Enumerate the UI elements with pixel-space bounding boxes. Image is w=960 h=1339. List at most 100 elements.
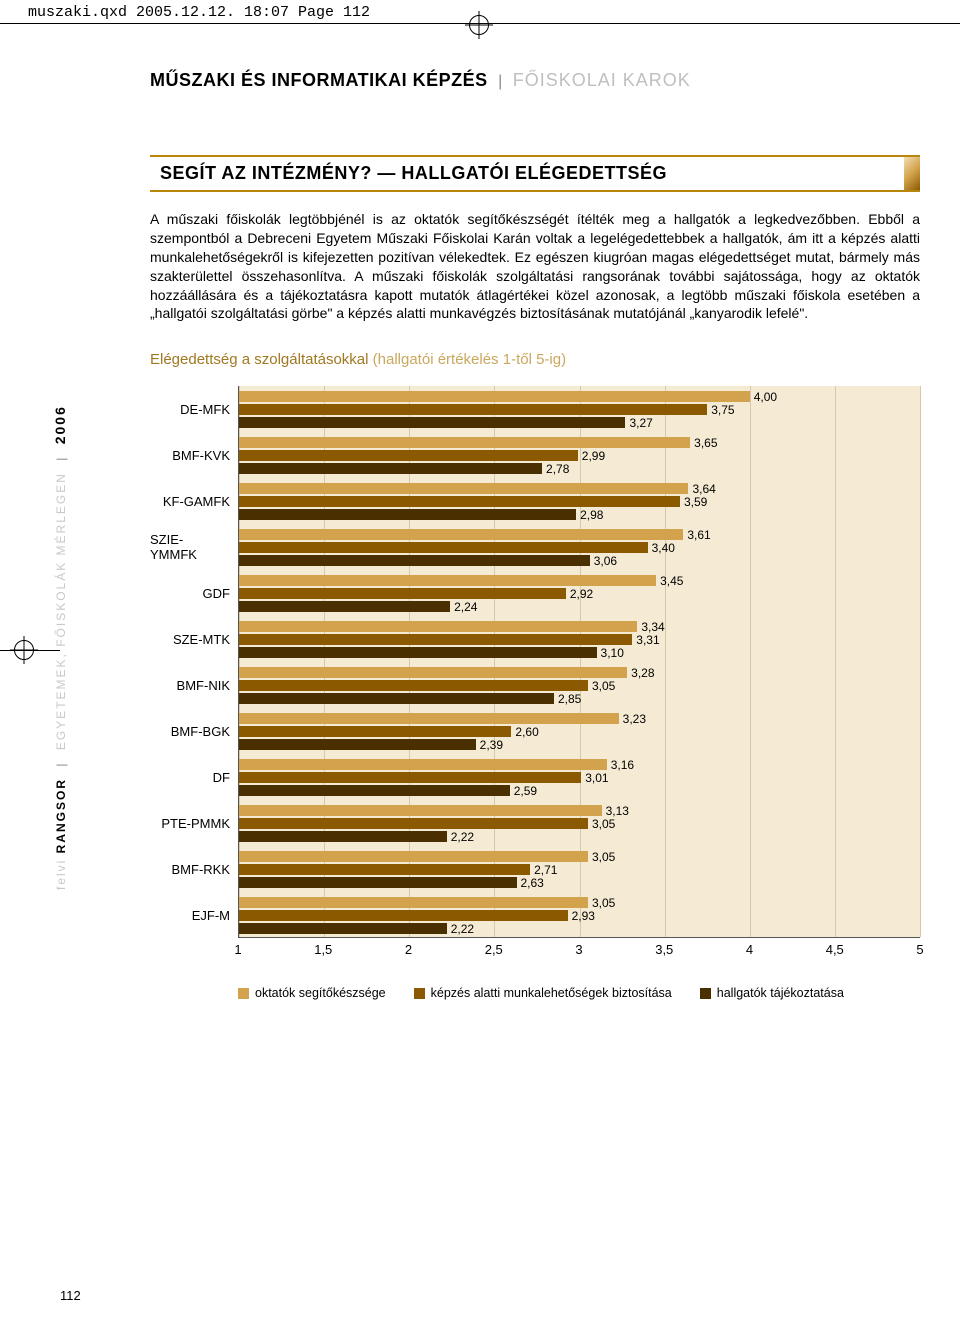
bar-value-label: 2,98 xyxy=(580,508,603,522)
x-tick-label: 4,5 xyxy=(826,942,844,957)
y-label: BMF-RKK xyxy=(150,846,238,892)
separator: | xyxy=(498,73,502,90)
x-tick-label: 1,5 xyxy=(314,942,332,957)
sidebar-vertical: felvi RANGSOR | EGYETEMEK, FŐISKOLÁK MÉR… xyxy=(52,405,68,890)
bar-value-label: 3,06 xyxy=(594,554,617,568)
x-tick-label: 3 xyxy=(575,942,582,957)
body-paragraph: A műszaki főiskolák legtöbbjénél is az o… xyxy=(150,210,920,323)
legend: oktatók segítőkészsége képzés alatti munk… xyxy=(238,986,920,1000)
subtitle-text: SEGÍT AZ INTÉZMÉNY? — HALLGATÓI ELÉGEDET… xyxy=(160,163,667,183)
bar-value-label: 2,22 xyxy=(451,830,474,844)
chart-body: DE-MFKBMF-KVKKF-GAMFKSZIE-YMMFKGDFSZE-MT… xyxy=(150,386,920,938)
bar-value-label: 3,31 xyxy=(636,633,659,647)
bar-value-label: 2,59 xyxy=(514,784,537,798)
bar xyxy=(239,667,627,678)
x-axis: 11,522,533,544,55 xyxy=(238,942,920,960)
subtitle-box: SEGÍT AZ INTÉZMÉNY? — HALLGATÓI ELÉGEDET… xyxy=(150,155,920,192)
bar-value-label: 2,22 xyxy=(451,922,474,936)
bar-value-label: 3,16 xyxy=(611,758,634,772)
legend-label: képzés alatti munkalehetőségek biztosítá… xyxy=(431,986,672,1000)
bar-value-label: 2,99 xyxy=(582,449,605,463)
crop-line-left xyxy=(0,650,60,651)
bar xyxy=(239,621,637,632)
bar xyxy=(239,496,680,507)
bar-value-label: 3,75 xyxy=(711,403,734,417)
y-label: KF-GAMFK xyxy=(150,478,238,524)
bar-value-label: 3,23 xyxy=(623,712,646,726)
bar xyxy=(239,509,576,520)
bar xyxy=(239,437,690,448)
y-label: EJF-M xyxy=(150,892,238,938)
bar-value-label: 3,05 xyxy=(592,817,615,831)
bar-value-label: 3,10 xyxy=(601,646,624,660)
bar-value-label: 3,40 xyxy=(652,541,675,555)
bar-value-label: 2,39 xyxy=(480,738,503,752)
legend-item: képzés alatti munkalehetőségek biztosítá… xyxy=(414,986,672,1000)
bar xyxy=(239,923,447,934)
y-label: BMF-BGK xyxy=(150,708,238,754)
x-tick-label: 1 xyxy=(234,942,241,957)
page-number: 112 xyxy=(60,1288,81,1303)
sidebar-year: 2006 xyxy=(52,405,68,444)
y-label: PTE-PMMK xyxy=(150,800,238,846)
bar-value-label: 3,34 xyxy=(641,620,664,634)
print-meta: muszaki.qxd 2005.12.12. 18:07 Page 112 xyxy=(28,4,370,21)
y-label: BMF-KVK xyxy=(150,432,238,478)
bar-value-label: 2,63 xyxy=(521,876,544,890)
bar-value-label: 3,27 xyxy=(629,416,652,430)
bar xyxy=(239,529,683,540)
bar-value-label: 3,59 xyxy=(684,495,707,509)
bar xyxy=(239,726,511,737)
bar xyxy=(239,785,510,796)
page: muszaki.qxd 2005.12.12. 18:07 Page 112 M… xyxy=(0,0,960,1339)
bar xyxy=(239,542,648,553)
legend-item: hallgatók tájékoztatása xyxy=(700,986,844,1000)
bar xyxy=(239,713,619,724)
bar xyxy=(239,575,656,586)
chart-area: Elégedettség a szolgáltatásokkal (hallga… xyxy=(150,351,920,1000)
subtitle-wrap: SEGÍT AZ INTÉZMÉNY? — HALLGATÓI ELÉGEDET… xyxy=(150,155,920,192)
bar xyxy=(239,483,688,494)
bar-value-label: 2,60 xyxy=(515,725,538,739)
section-header: MŰSZAKI ÉS INFORMATIKAI KÉPZÉS | FŐISKOL… xyxy=(150,70,930,95)
bar-value-label: 3,05 xyxy=(592,896,615,910)
bar-value-label: 2,24 xyxy=(454,600,477,614)
bar-value-label: 3,05 xyxy=(592,850,615,864)
y-label: GDF xyxy=(150,570,238,616)
chart-title: Elégedettség a szolgáltatásokkal (hallga… xyxy=(150,351,920,368)
gridline xyxy=(920,386,921,937)
chart: DE-MFKBMF-KVKKF-GAMFKSZIE-YMMFKGDFSZE-MT… xyxy=(150,386,920,1000)
x-tick-label: 4 xyxy=(746,942,753,957)
bar-value-label: 3,65 xyxy=(694,436,717,450)
legend-label: oktatók segítőkészsége xyxy=(255,986,386,1000)
sidebar-sub: EGYETEMEK, FŐISKOLÁK MÉRLEGEN xyxy=(54,472,68,750)
x-tick-label: 3,5 xyxy=(655,942,673,957)
bar-value-label: 3,61 xyxy=(687,528,710,542)
bar xyxy=(239,450,578,461)
bar xyxy=(239,634,632,645)
bar xyxy=(239,680,588,691)
bar xyxy=(239,772,581,783)
y-label: DF xyxy=(150,754,238,800)
bar xyxy=(239,693,554,704)
y-label: BMF-NIK xyxy=(150,662,238,708)
bar xyxy=(239,391,750,402)
sidebar-felvi: felvi xyxy=(54,859,68,890)
bar-value-label: 4,00 xyxy=(754,390,777,404)
bar xyxy=(239,851,588,862)
bar-value-label: 3,05 xyxy=(592,679,615,693)
chart-title-thin: (hallgatói értékelés 1-től 5-ig) xyxy=(373,351,566,368)
bar xyxy=(239,588,566,599)
chart-title-bold: Elégedettség a szolgáltatásokkal xyxy=(150,351,368,368)
bar xyxy=(239,805,602,816)
bar xyxy=(239,831,447,842)
legend-swatch xyxy=(700,988,711,999)
bar-value-label: 3,28 xyxy=(631,666,654,680)
x-tick-label: 5 xyxy=(916,942,923,957)
bar-value-label: 3,13 xyxy=(606,804,629,818)
bar xyxy=(239,555,590,566)
bar-value-label: 2,85 xyxy=(558,692,581,706)
bar-value-label: 3,64 xyxy=(692,482,715,496)
bar xyxy=(239,404,707,415)
y-axis-labels: DE-MFKBMF-KVKKF-GAMFKSZIE-YMMFKGDFSZE-MT… xyxy=(150,386,238,938)
